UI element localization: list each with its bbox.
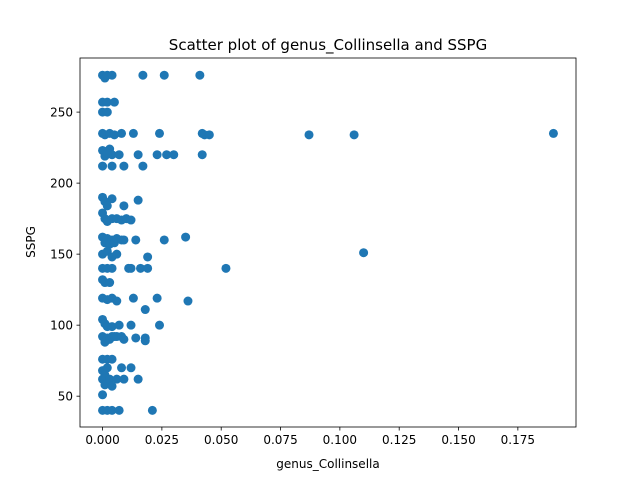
y-tick-label: 150 [50,248,73,262]
x-tick-label: 0.175 [501,433,535,447]
data-point [107,381,117,391]
data-point [131,235,141,245]
data-point [169,150,179,160]
data-point [107,405,117,415]
data-point [119,201,129,211]
plot-area [80,58,576,427]
data-point [155,320,164,330]
data-point [114,405,124,415]
data-point [147,405,157,415]
data-point [159,235,169,245]
data-point [107,322,117,332]
data-point [152,150,162,160]
x-tick-label: 0.025 [145,433,179,447]
data-point [126,320,136,330]
x-tick-label: 0.050 [204,433,238,447]
data-point [349,130,359,140]
data-point [114,320,124,330]
data-point [107,263,117,273]
data-point [102,107,112,117]
y-tick-label: 250 [50,106,73,120]
data-point [133,374,143,384]
data-point [102,201,112,211]
data-point [98,161,108,171]
data-point [126,215,136,225]
y-tick-label: 50 [58,390,73,404]
chart-title: Scatter plot of genus_Collinsella and SS… [169,36,487,55]
data-point [159,70,169,80]
data-point [119,161,129,171]
data-point [181,232,191,242]
x-tick-label: 0.100 [323,433,357,447]
data-point [140,305,150,315]
x-axis-ticks: 0.000 0.025 0.050 0.075 0.100 0.125 0.150 0.175 [85,427,535,447]
data-point [138,70,148,80]
data-point [143,263,153,273]
points-layer [98,70,558,415]
data-point [128,128,138,138]
data-point [98,390,108,400]
data-point [548,128,558,138]
data-point [128,293,138,303]
data-point [195,70,205,80]
x-tick-label: 0.125 [382,433,416,447]
y-axis-label: SSPG [24,226,38,258]
data-point [143,252,153,262]
data-point [126,263,136,273]
data-point [136,263,146,273]
data-point [107,194,117,204]
data-point [133,195,143,205]
data-point [119,235,129,245]
data-point [107,354,117,364]
data-point [155,128,164,138]
data-point [304,130,314,140]
y-tick-label: 100 [50,319,73,333]
data-point [112,296,122,306]
data-point [102,363,112,373]
data-point [109,97,119,107]
data-point [107,161,117,171]
x-axis-label: genus_Collinsella [276,457,379,471]
data-point [162,150,172,160]
x-tick-label: 0.000 [85,433,119,447]
data-point [138,161,148,171]
y-tick-label: 200 [50,177,73,191]
x-tick-label: 0.150 [441,433,475,447]
data-point [197,150,207,160]
data-point [126,363,136,373]
data-point [183,296,193,306]
data-point [119,374,129,384]
data-point [131,333,141,343]
data-point [119,334,129,344]
data-point [140,336,150,346]
data-point [102,148,112,158]
data-point [114,150,124,160]
data-point [107,70,117,80]
data-point [105,374,115,384]
data-point [112,374,122,384]
data-point [152,293,162,303]
data-point [102,97,112,107]
data-point [109,130,119,140]
x-tick-label: 0.075 [263,433,297,447]
data-point [112,249,122,259]
data-point [359,248,369,258]
data-point [117,128,127,138]
data-point [105,278,115,288]
plot-frame [79,57,577,428]
data-point [204,130,214,140]
data-point [221,263,231,273]
y-axis-ticks: 50 100 150 200 250 [50,106,80,404]
data-point [117,363,127,373]
data-point [133,150,143,160]
